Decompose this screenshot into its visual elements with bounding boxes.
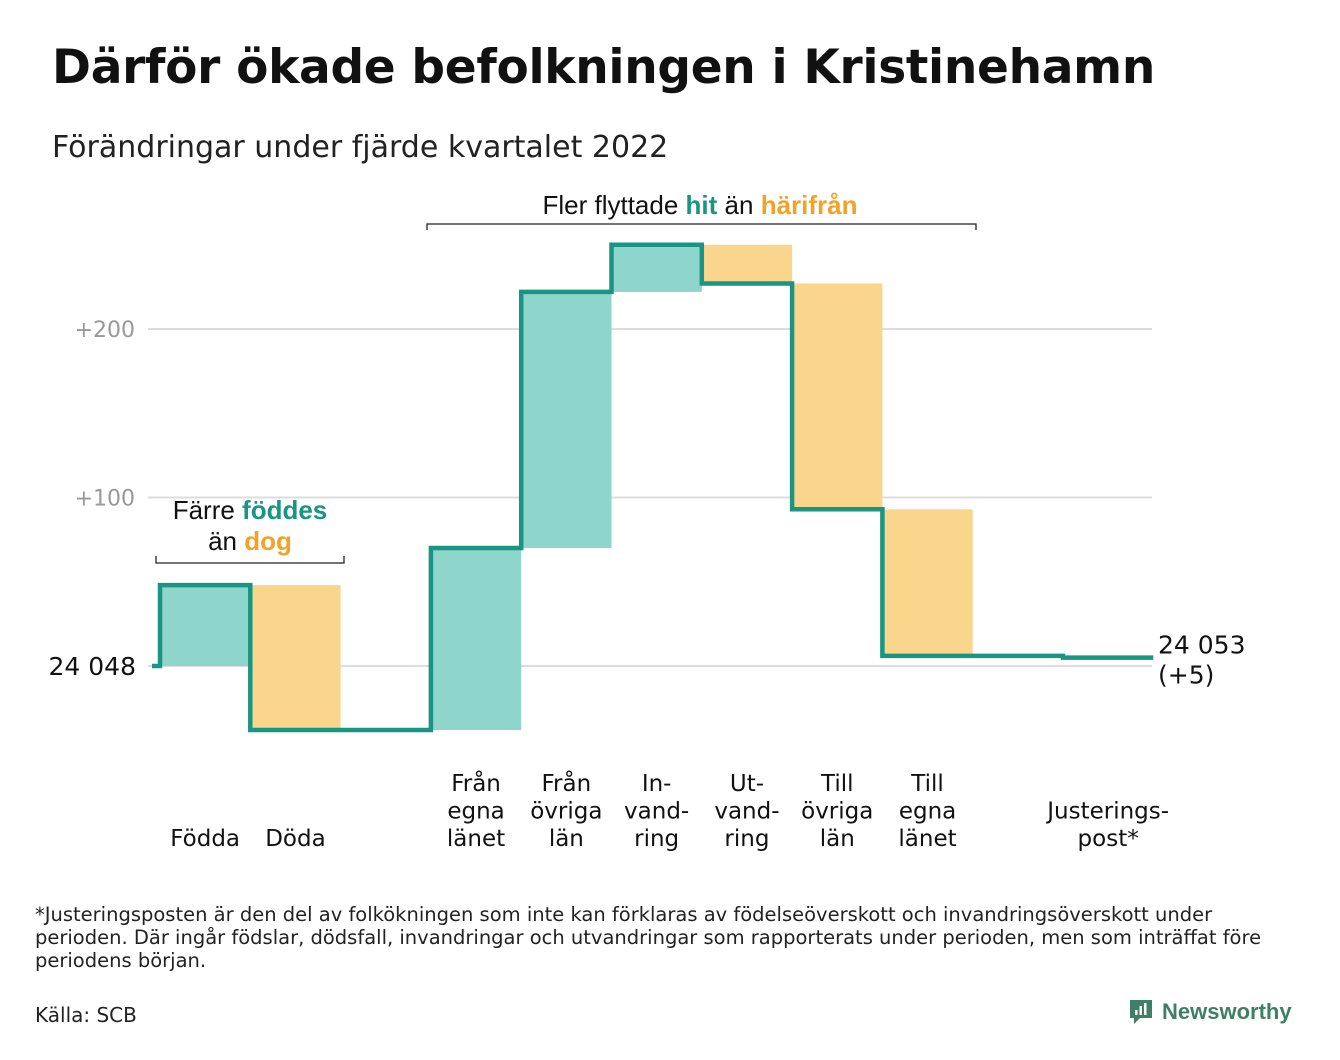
chart-subtitle: Förändringar under fjärde kvartalet 2022 [52, 130, 669, 165]
brand-name: Newsworthy [1162, 999, 1292, 1024]
category-label: egna [447, 799, 504, 825]
category-label: Till [820, 771, 854, 797]
category-label: Från [542, 769, 592, 797]
annotation-births-line1: Färre föddes [173, 495, 328, 525]
category-label: länet [898, 826, 956, 852]
category-label: In- [642, 771, 672, 797]
category-label: post* [1078, 826, 1139, 852]
annotation-migration: Fler flyttade hit än härifrån [542, 190, 857, 220]
waterfall-bar [430, 548, 522, 731]
end-change-label: (+5) [1158, 661, 1214, 690]
category-label: Ut- [730, 771, 764, 797]
source-note: Källa: SCB [35, 1003, 137, 1027]
annotation-migration-bracket [426, 223, 977, 230]
waterfall-bar [792, 283, 883, 510]
category-label: Från [451, 769, 501, 797]
category-label: ring [634, 826, 679, 852]
category-label: Till [910, 771, 944, 797]
category-label: övriga [530, 799, 602, 825]
newsworthy-logo-icon [1130, 1000, 1152, 1024]
footnote: *Justeringsposten är den del av folkökni… [35, 903, 1262, 972]
category-label: egna [899, 799, 956, 825]
waterfall-bar [882, 509, 973, 656]
category-label: ring [724, 826, 769, 852]
y-tick-label: +100 [75, 487, 135, 512]
category-label: vand- [714, 799, 779, 825]
category-label: län [820, 826, 855, 852]
waterfall-bar [521, 291, 612, 549]
chart-title: Därför ökade befolkningen i Kristinehamn [52, 40, 1156, 95]
waterfall-bar [160, 585, 251, 666]
waterfall-bar [250, 585, 341, 731]
cumulative-step-line [152, 242, 1154, 733]
waterfall-bar [611, 244, 702, 292]
y-tick-label: +200 [75, 318, 135, 343]
annotation-births-line2: än dog [208, 526, 292, 556]
category-label: övriga [801, 799, 873, 825]
category-label: län [549, 826, 584, 852]
waterfall-bar [701, 244, 793, 284]
end-value-label: 24 053 [1158, 631, 1245, 660]
start-value-label: 24 048 [49, 652, 136, 681]
category-label: Födda [170, 826, 240, 852]
category-label: Justerings- [1045, 799, 1169, 825]
category-label: vand- [624, 799, 689, 825]
category-label: länet [447, 826, 505, 852]
brand-logo[interactable]: Newsworthy [1128, 998, 1292, 1026]
category-label: Döda [265, 826, 325, 852]
annotation-births-bracket [155, 556, 345, 564]
